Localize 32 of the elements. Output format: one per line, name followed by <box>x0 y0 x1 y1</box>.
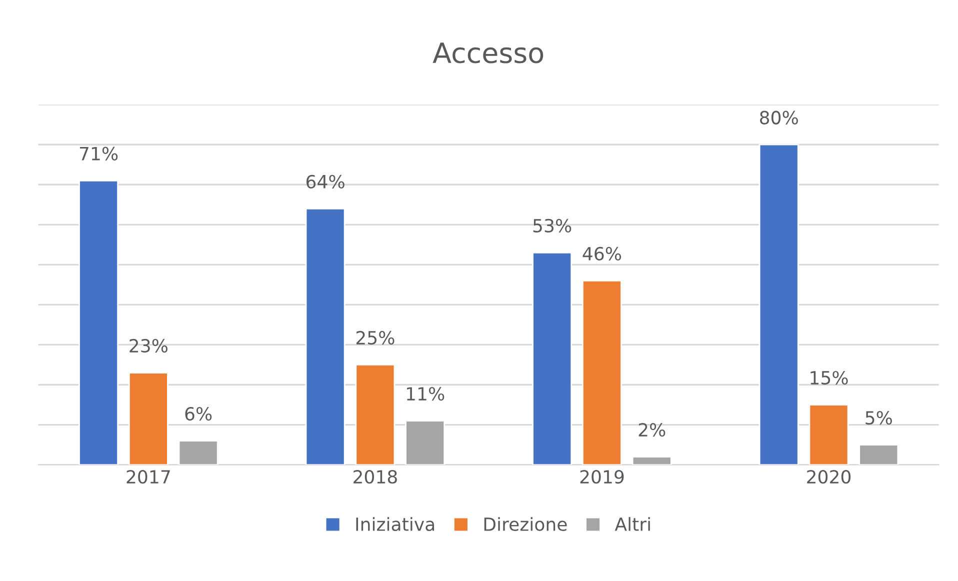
data-label: 25% <box>356 330 394 345</box>
bar <box>178 440 218 465</box>
data-label: 80% <box>760 110 798 124</box>
bar <box>582 280 622 465</box>
data-label: 15% <box>810 370 848 385</box>
chart-title: Accesso <box>432 42 544 64</box>
bar <box>858 444 899 465</box>
x-tick-label: 2017 <box>126 470 170 484</box>
bar <box>532 252 572 465</box>
data-label: 53% <box>533 218 572 233</box>
bar <box>305 208 346 465</box>
data-label: 5% <box>866 410 892 425</box>
data-label: 64% <box>306 174 344 188</box>
bar <box>405 420 446 465</box>
bar <box>758 144 799 465</box>
bar <box>128 372 168 465</box>
data-label: 2% <box>638 422 666 437</box>
bar <box>632 456 672 465</box>
legend-label: Iniziativa <box>356 517 434 532</box>
data-label: 71% <box>80 146 118 160</box>
data-label: 23% <box>130 338 168 353</box>
data-label: 6% <box>185 406 212 421</box>
bar <box>78 180 118 465</box>
x-tick-label: 2018 <box>354 470 397 484</box>
data-label: 11% <box>407 386 444 401</box>
legend-label: Direzione <box>484 517 567 532</box>
x-tick-label: 2020 <box>807 470 851 484</box>
bar <box>808 404 849 465</box>
bar <box>355 364 396 465</box>
legend-label: Altri <box>614 517 650 531</box>
data-label: 46% <box>582 246 622 261</box>
x-tick-label: 2019 <box>580 470 624 484</box>
